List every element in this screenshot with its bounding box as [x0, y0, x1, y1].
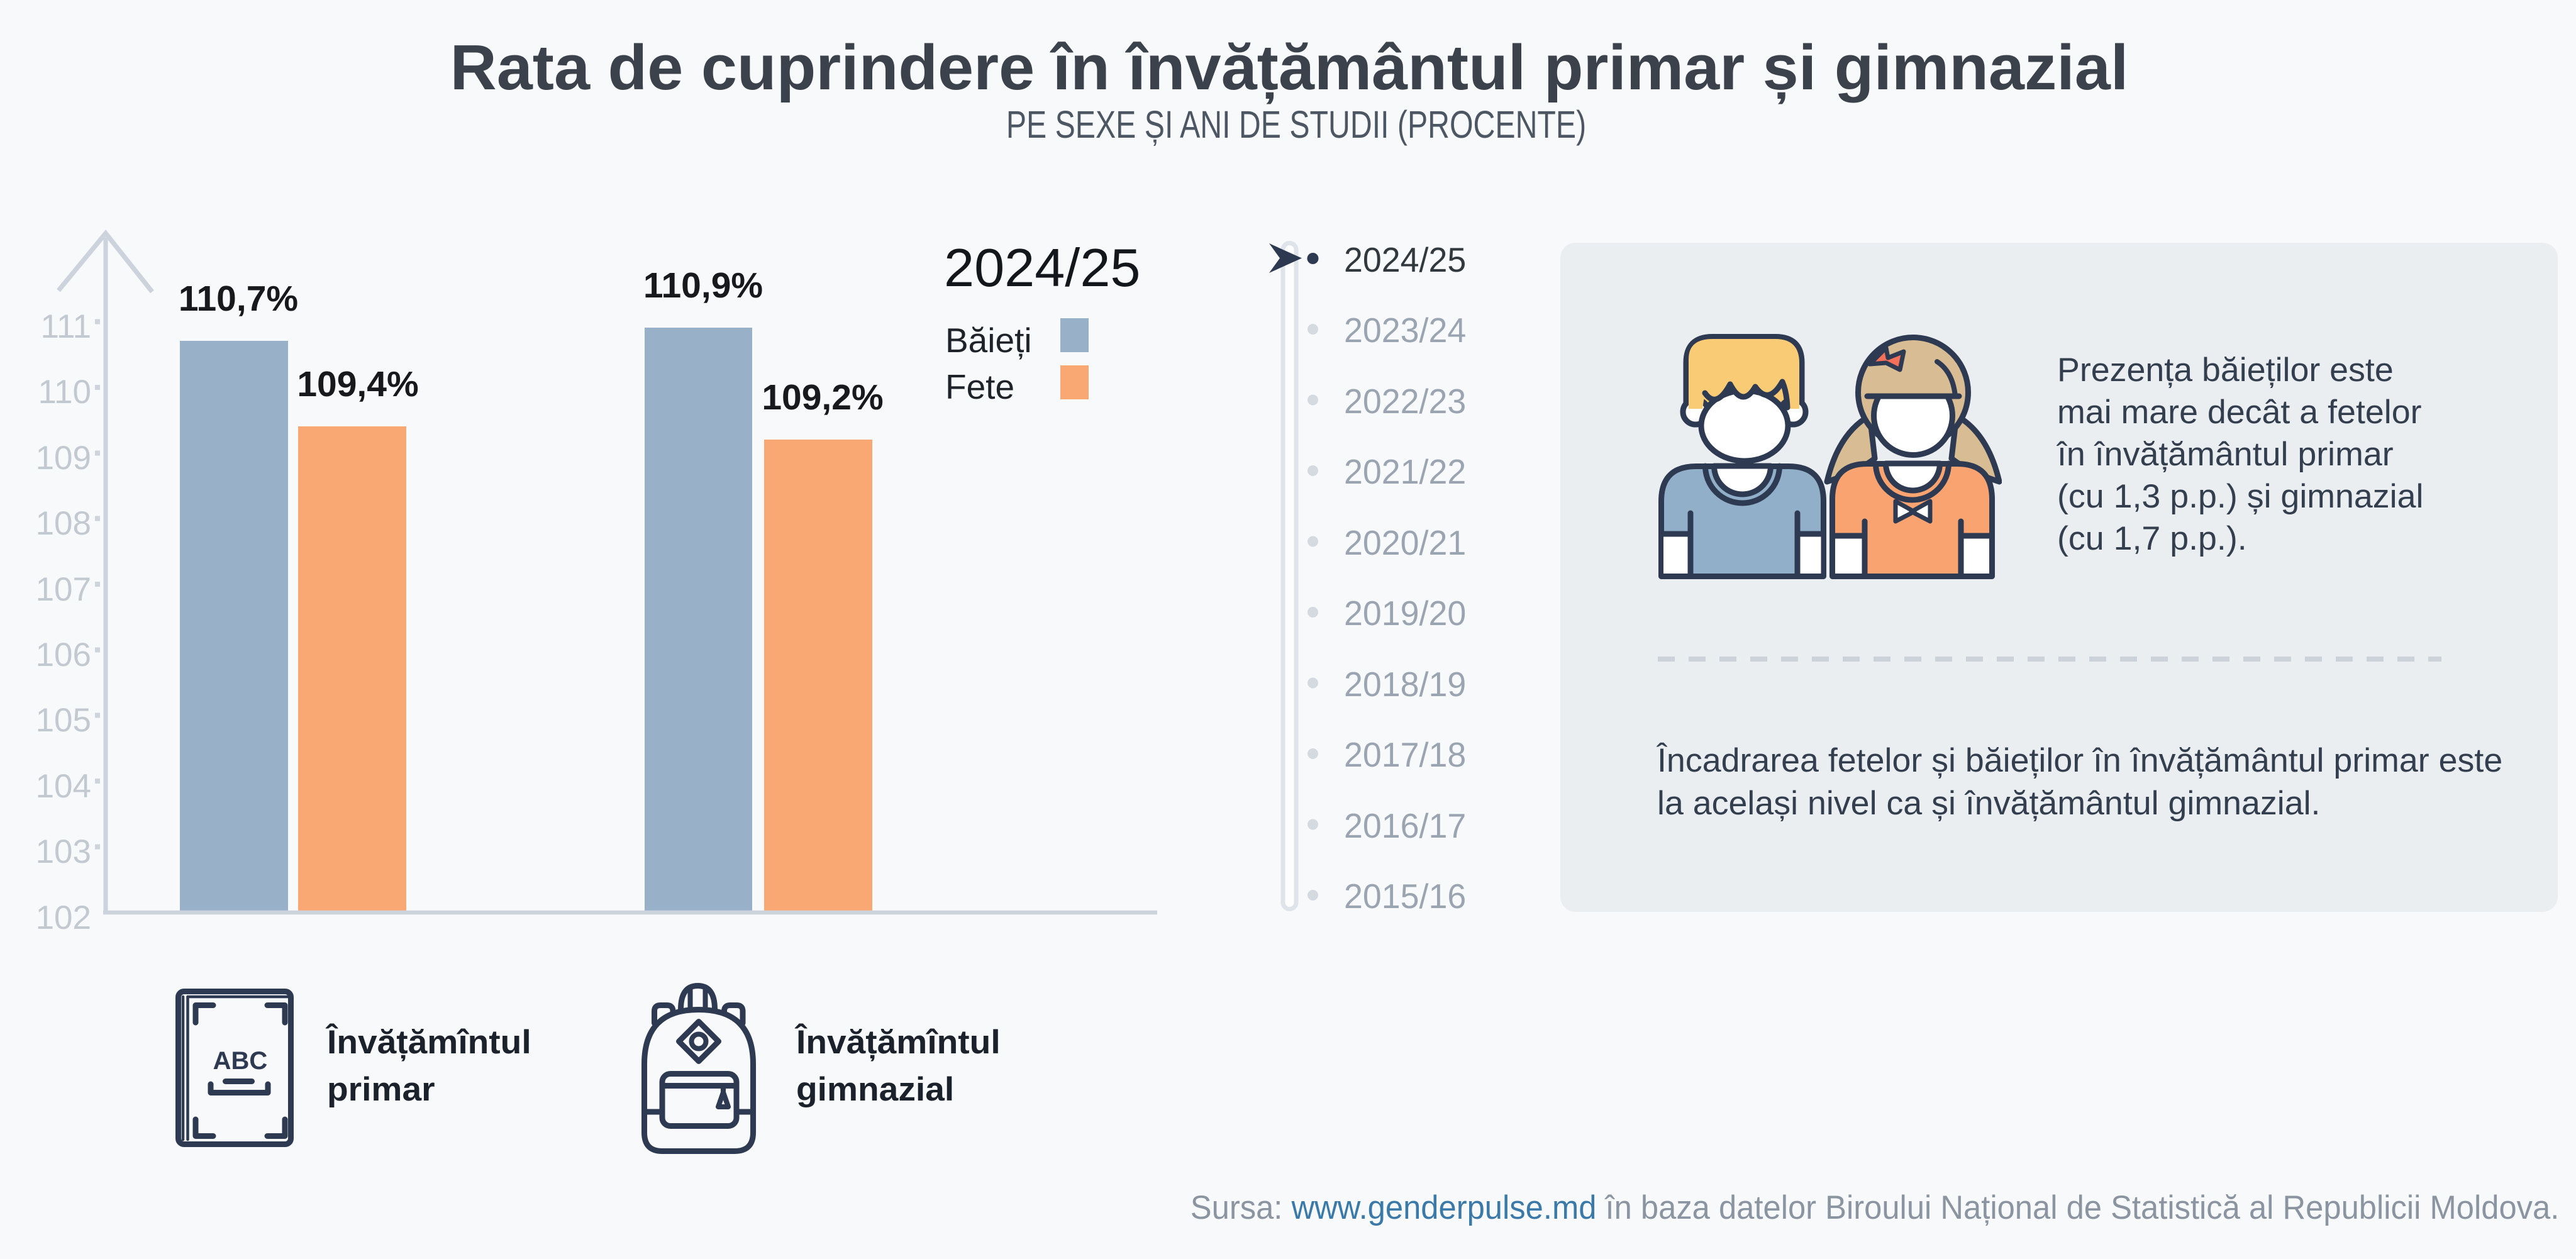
svg-text:ABC: ABC: [213, 1047, 268, 1075]
